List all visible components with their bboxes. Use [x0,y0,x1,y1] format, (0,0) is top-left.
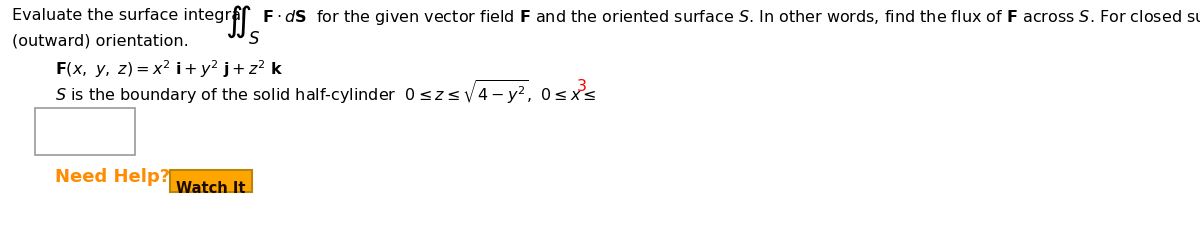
Text: Evaluate the surface integral: Evaluate the surface integral [12,8,246,23]
Text: Need Help?: Need Help? [55,168,170,186]
Text: $\iint_{\!S}$: $\iint_{\!S}$ [226,3,260,47]
Text: $3$: $3$ [576,78,587,94]
Text: $\mathbf{F} \cdot d\mathbf{S}$  for the given vector field $\mathbf{F}$ and the : $\mathbf{F} \cdot d\mathbf{S}$ for the g… [262,8,1200,27]
Text: $S$ is the boundary of the solid half-cylinder  $0 \leq z \leq \sqrt{4-y^2},\ 0 : $S$ is the boundary of the solid half-cy… [55,78,596,106]
FancyBboxPatch shape [170,170,252,192]
Text: Watch It: Watch It [176,181,246,196]
FancyBboxPatch shape [35,108,134,155]
Text: (outward) orientation.: (outward) orientation. [12,33,188,48]
Text: $\mathbf{F}(x,\ y,\ z) = x^2\ \mathbf{i} + y^2\ \mathbf{j} + z^2\ \mathbf{k}$: $\mathbf{F}(x,\ y,\ z) = x^2\ \mathbf{i}… [55,58,283,80]
